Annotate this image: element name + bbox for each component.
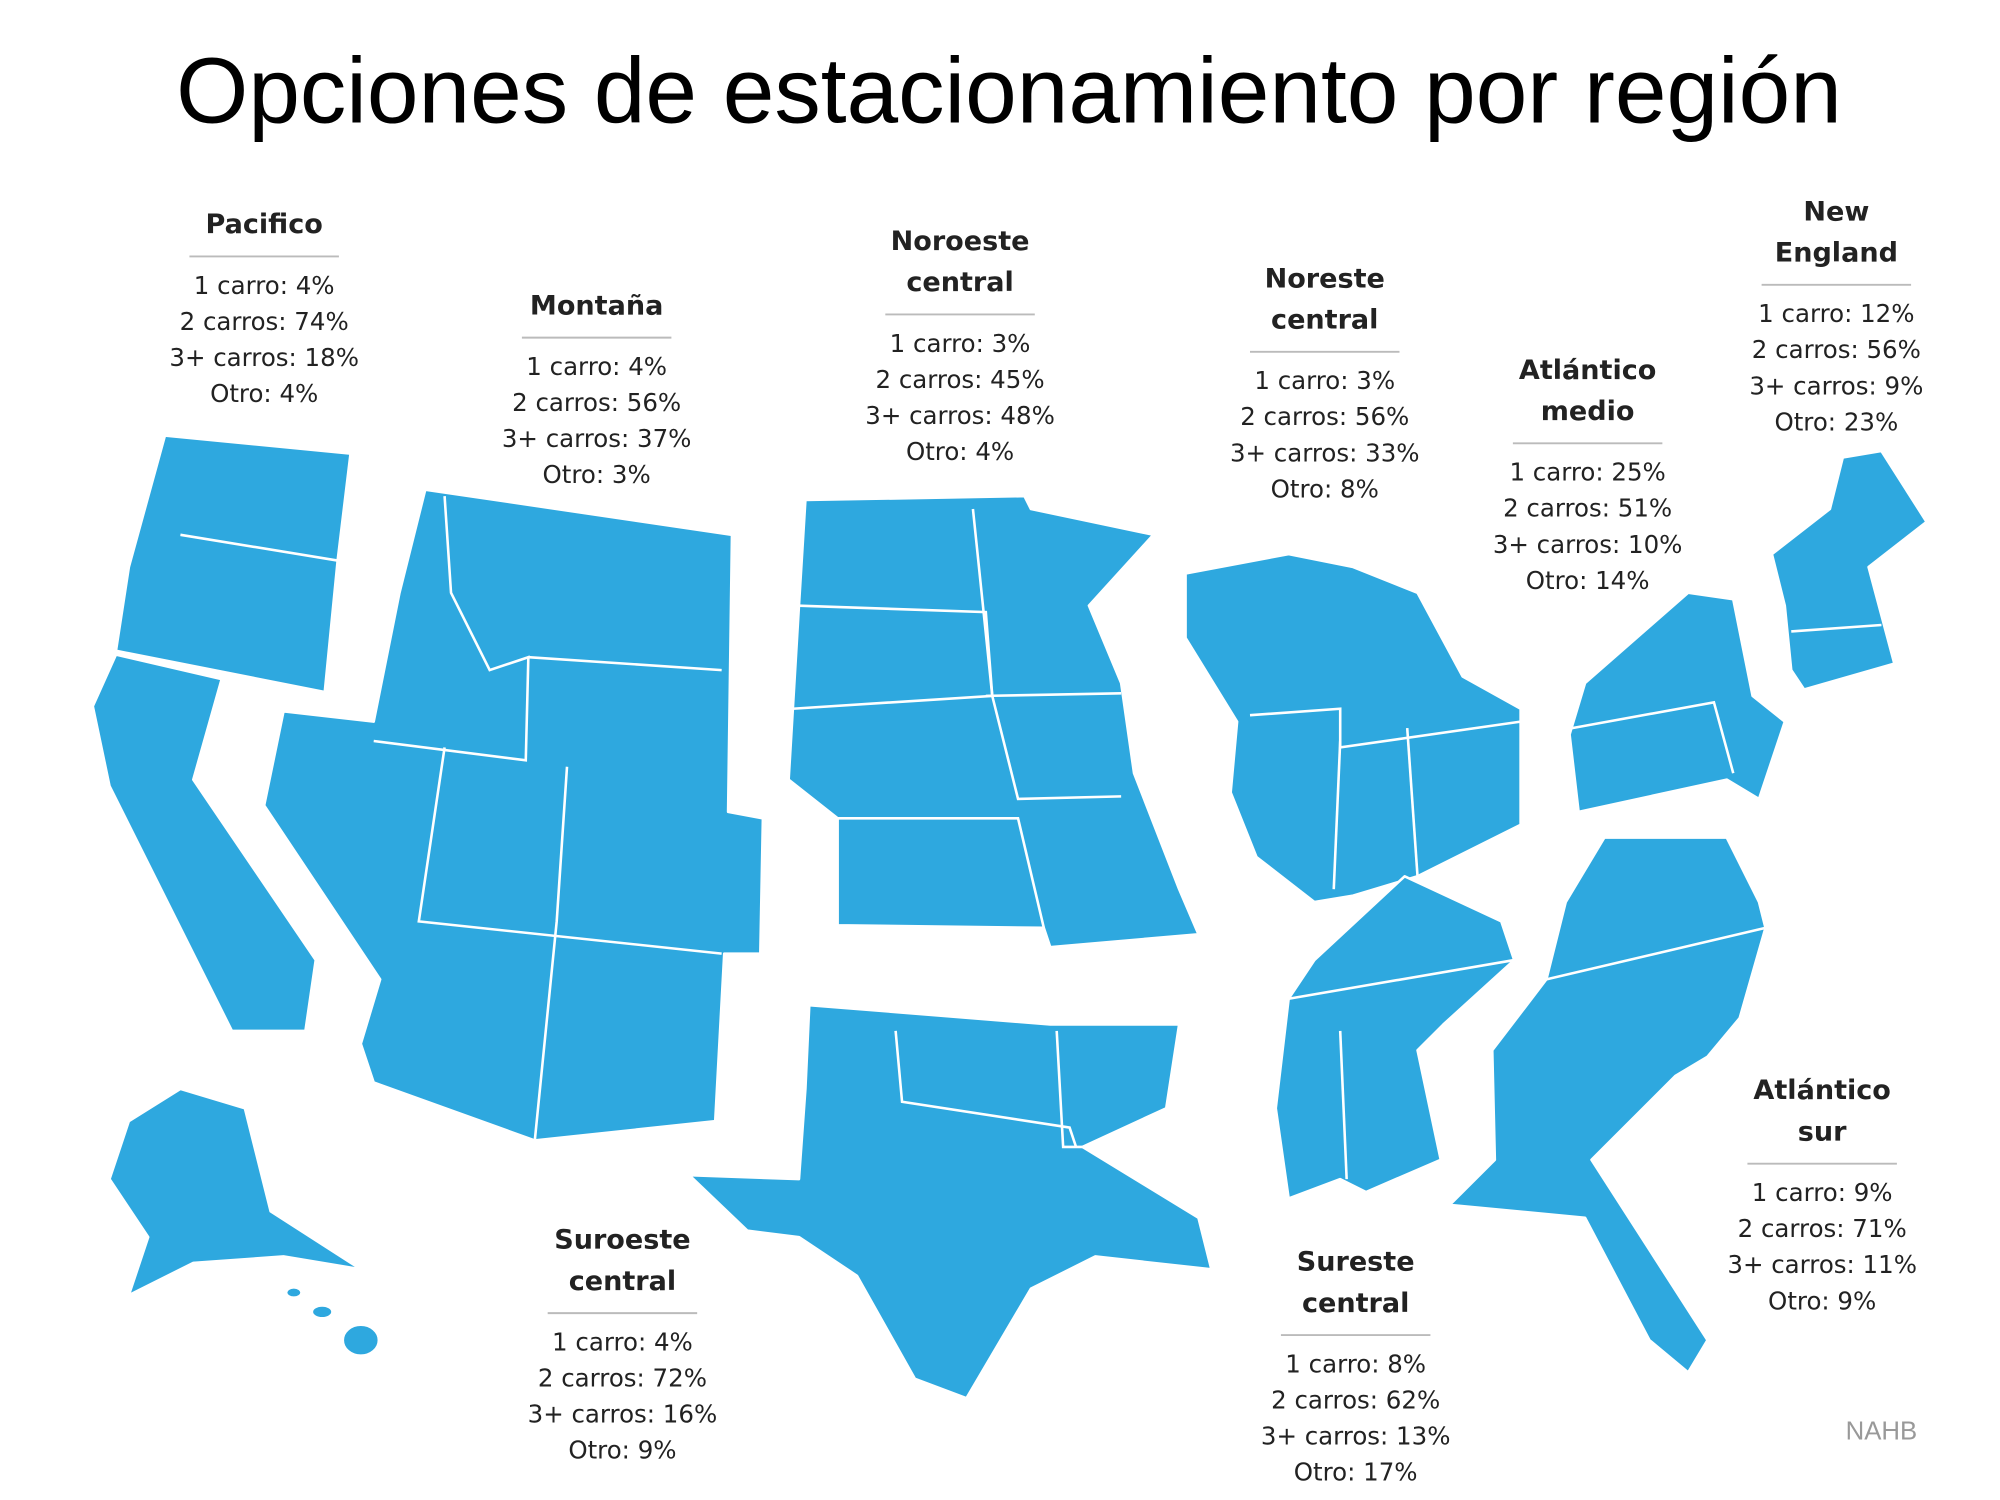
region-name: central bbox=[1271, 305, 1378, 336]
region-name: Suroeste bbox=[554, 1225, 690, 1256]
pacific-nw bbox=[114, 434, 352, 694]
region-stat: 2 carros: 72% bbox=[538, 1364, 707, 1393]
region-stat: 1 carro: 4% bbox=[194, 271, 335, 300]
region-stat: 2 carros: 56% bbox=[1752, 335, 1921, 364]
mountain bbox=[262, 488, 765, 1142]
source: NAHB bbox=[1846, 1417, 1918, 1445]
region-stat: 3+ carros: 16% bbox=[528, 1400, 718, 1429]
region-stat: 2 carros: 56% bbox=[1240, 402, 1409, 431]
hawaii bbox=[284, 1286, 303, 1299]
region-stat: 3+ carros: 9% bbox=[1749, 371, 1923, 400]
region-name: Montaña bbox=[530, 290, 663, 321]
region-name: Atlántico bbox=[1753, 1075, 1890, 1106]
state-border bbox=[1791, 623, 1882, 633]
us-map bbox=[91, 434, 1928, 1400]
region-stat: 2 carros: 56% bbox=[512, 388, 681, 417]
region-stat: 1 carro: 12% bbox=[1758, 299, 1914, 328]
new-england bbox=[1770, 449, 1928, 691]
state-border bbox=[985, 692, 1122, 698]
region-stat: Otro: 9% bbox=[568, 1436, 676, 1465]
region-name: Noroeste bbox=[891, 226, 1030, 257]
state-border bbox=[1249, 707, 1521, 749]
region-stat: 1 carro: 8% bbox=[1285, 1349, 1426, 1378]
region-name: Noreste bbox=[1265, 263, 1385, 294]
region-stat: 2 carros: 45% bbox=[876, 365, 1045, 394]
state-border bbox=[837, 817, 1046, 929]
region-stat: 1 carro: 4% bbox=[552, 1328, 693, 1357]
title: Opciones de estacionamiento por región bbox=[176, 38, 1842, 142]
region-stat: 3+ carros: 37% bbox=[502, 424, 692, 453]
state-border bbox=[1405, 728, 1419, 877]
region-stat: 2 carros: 62% bbox=[1271, 1386, 1440, 1415]
region-stat: Otro: 17% bbox=[1294, 1458, 1418, 1487]
region-name: Atlántico bbox=[1519, 355, 1656, 386]
region-name: medio bbox=[1541, 396, 1635, 427]
state-border bbox=[533, 766, 569, 1141]
region-name: sur bbox=[1798, 1116, 1847, 1147]
region-stat: Otro: 3% bbox=[543, 460, 651, 489]
region-stat: 1 carro: 3% bbox=[890, 329, 1031, 358]
state-border bbox=[528, 655, 722, 672]
region-stat: 2 carros: 51% bbox=[1503, 494, 1672, 523]
california bbox=[91, 653, 318, 1033]
region-stat: 1 carro: 3% bbox=[1254, 366, 1395, 395]
region-name: central bbox=[906, 267, 1013, 298]
state-border bbox=[417, 747, 722, 955]
alaska bbox=[108, 1087, 363, 1297]
state-border bbox=[1055, 1030, 1167, 1149]
region-stat: 3+ carros: 13% bbox=[1261, 1422, 1451, 1451]
region-stat: 2 carros: 71% bbox=[1738, 1214, 1907, 1243]
hawaii bbox=[310, 1304, 334, 1320]
region-name: New bbox=[1803, 196, 1869, 227]
west-south-central bbox=[688, 1003, 1213, 1400]
region-stat: 1 carro: 4% bbox=[526, 352, 667, 381]
region-stat: 1 carro: 25% bbox=[1509, 458, 1665, 487]
region-stat: Otro: 9% bbox=[1768, 1286, 1876, 1315]
region-stat: 3+ carros: 10% bbox=[1493, 530, 1683, 559]
east-south-central bbox=[1274, 875, 1516, 1200]
hawaii bbox=[341, 1323, 381, 1357]
state-border bbox=[1288, 958, 1515, 1000]
state-border bbox=[1571, 700, 1735, 774]
region-labels: Pacifico 1 carro: 4% 2 carros: 74% 3+ carro… bbox=[169, 196, 1923, 1486]
state-border bbox=[971, 508, 1122, 801]
state-border bbox=[373, 496, 530, 762]
region-stat: 3+ carros: 33% bbox=[1230, 438, 1420, 467]
region-stat: 3+ carros: 48% bbox=[865, 401, 1055, 430]
region-stat: 1 carro: 9% bbox=[1752, 1178, 1893, 1207]
region-stat: Otro: 8% bbox=[1271, 474, 1379, 503]
region-stat: Otro: 4% bbox=[906, 437, 1014, 466]
region-stat: Otro: 14% bbox=[1526, 566, 1650, 595]
state-border bbox=[1332, 740, 1342, 890]
state-border bbox=[1546, 926, 1766, 981]
south-atlantic bbox=[1448, 836, 1767, 1374]
region-name: central bbox=[569, 1266, 676, 1297]
region-stat: 3+ carros: 18% bbox=[169, 343, 359, 372]
state-border bbox=[180, 533, 338, 562]
region-name: Sureste bbox=[1297, 1247, 1415, 1278]
middle-atlantic bbox=[1568, 591, 1787, 814]
region-name: central bbox=[1302, 1288, 1409, 1319]
state-border bbox=[1338, 1030, 1348, 1180]
region-stat: Otro: 23% bbox=[1774, 407, 1898, 436]
region-stat: Otro: 4% bbox=[210, 379, 318, 408]
state-border bbox=[894, 1030, 1078, 1148]
region-name: Pacifico bbox=[206, 209, 323, 240]
region-stat: 2 carros: 74% bbox=[180, 307, 349, 336]
region-name: England bbox=[1775, 238, 1898, 269]
region-stat: 3+ carros: 11% bbox=[1727, 1250, 1917, 1279]
west-north-central bbox=[787, 494, 1200, 949]
